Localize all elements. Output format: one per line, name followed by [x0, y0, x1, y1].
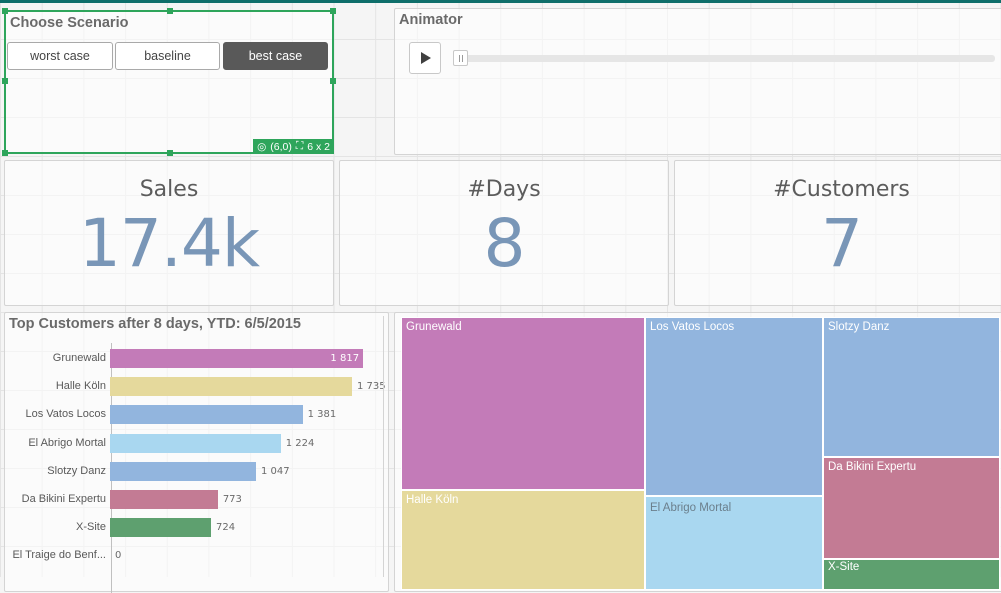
resize-handle-left[interactable] — [2, 78, 8, 84]
chart-title: Top Customers after 8 days, YTD: 6/5/201… — [9, 316, 301, 332]
treemap-tile-x-site[interactable]: X-Site — [823, 559, 1000, 590]
bar-category-label: Grunewald — [52, 352, 106, 364]
treemap-tile-da-bikini-expertu[interactable]: Da Bikini Expertu — [823, 457, 1000, 559]
treemap-label: Grunewald — [406, 321, 462, 333]
bar[interactable] — [110, 518, 211, 538]
badge-position: (6,0) — [270, 140, 292, 153]
treemap-label: X-Site — [828, 561, 860, 573]
header-strip — [0, 0, 1001, 3]
bar[interactable] — [110, 433, 281, 453]
treemap-label: Los Vatos Locos — [650, 321, 735, 333]
bar[interactable] — [110, 377, 352, 397]
treemap-tile-halle-koln[interactable]: Halle Köln — [401, 490, 645, 590]
resize-handle-top[interactable] — [167, 8, 173, 14]
baseline-button[interactable]: baseline — [115, 42, 220, 70]
treemap-label: El Abrigo Mortal — [650, 502, 732, 514]
scenario-title: Choose Scenario — [10, 15, 129, 31]
bar-value-label: 773 — [222, 494, 242, 505]
best-case-button[interactable]: best case — [223, 42, 328, 70]
selection-badge: ◎ (6,0) ⛶ 6 x 2 — [253, 139, 334, 154]
animator-slider-handle[interactable] — [453, 50, 468, 66]
play-icon — [421, 52, 431, 64]
bar-category-label: X-Site — [76, 521, 106, 534]
bar[interactable] — [110, 461, 257, 481]
kpi-days-label: #Days — [467, 177, 541, 202]
treemap-label: Slotzy Danz — [828, 321, 890, 333]
bar-value-label: 0 — [115, 550, 122, 562]
treemap-tile-el-abrigo-mortal[interactable]: El Abrigo Mortal — [645, 496, 823, 590]
animator-slider-track[interactable] — [455, 55, 995, 62]
treemap-tile-slotzy-danz[interactable]: Slotzy Danz — [823, 317, 1000, 457]
bar-category-label: El Traige do Benf... — [12, 549, 106, 562]
kpi-customers-value: 7 — [821, 205, 863, 282]
customer-treemap[interactable]: Grunewald Halle Köln Los Vatos Locos El … — [394, 312, 1001, 592]
kpi-days: #Days 8 — [339, 160, 669, 306]
kpi-sales-label: Sales — [139, 177, 199, 202]
bar-category-label: Los Vatos Locos — [25, 408, 106, 421]
bar-value-label: 1 817 — [330, 353, 360, 364]
animator-panel: Animator — [394, 8, 1001, 155]
bar[interactable] — [110, 405, 303, 425]
chart-scrollbar[interactable] — [383, 316, 384, 577]
bar-value-label: 1 047 — [261, 465, 290, 477]
bar[interactable] — [110, 490, 218, 509]
kpi-sales-value: 17.4k — [78, 205, 260, 282]
kpi-customers: #Customers 7 — [674, 160, 1001, 306]
worst-case-button[interactable]: worst case — [7, 42, 113, 70]
bar-value-label: 1 735 — [356, 381, 386, 393]
bar-category-label: Halle Köln — [55, 380, 106, 393]
resize-handle-top-right[interactable] — [330, 8, 336, 14]
resize-handle-top-left[interactable] — [2, 8, 8, 14]
play-button[interactable] — [409, 42, 441, 74]
top-customers-chart[interactable]: Top Customers after 8 days, YTD: 6/5/201… — [4, 312, 389, 593]
kpi-days-value: 8 — [483, 205, 526, 282]
kpi-customers-label: #Customers — [773, 177, 910, 202]
bar-value-label: 724 — [215, 522, 236, 534]
treemap-tile-grunewald[interactable]: Grunewald — [401, 317, 645, 490]
bar-category-label: Slotzy Danz — [47, 464, 106, 477]
badge-size: 6 x 2 — [307, 140, 330, 153]
treemap-tile-los-vatos-locos[interactable]: Los Vatos Locos — [645, 317, 823, 496]
treemap-label: Da Bikini Expertu — [828, 461, 917, 473]
resize-handle-right[interactable] — [330, 78, 336, 84]
bar-value-label: 1 224 — [285, 437, 315, 449]
kpi-sales: Sales 17.4k — [4, 160, 334, 306]
bar-category-label: Da Bikini Expertu — [21, 493, 106, 505]
resize-handle-bottom[interactable] — [167, 150, 173, 156]
bar-category-label: El Abrigo Mortal — [28, 436, 106, 449]
choose-scenario-panel[interactable]: Choose Scenario worst case baseline best… — [2, 8, 336, 156]
bar[interactable] — [110, 349, 364, 368]
animator-title: Animator — [399, 12, 463, 28]
bar-value-label: 1 381 — [307, 409, 337, 421]
resize-handle-bottom-left[interactable] — [2, 150, 8, 156]
treemap-label: Halle Köln — [406, 494, 459, 506]
size-icon: ⛶ — [295, 140, 304, 152]
position-icon: ◎ — [257, 140, 267, 153]
